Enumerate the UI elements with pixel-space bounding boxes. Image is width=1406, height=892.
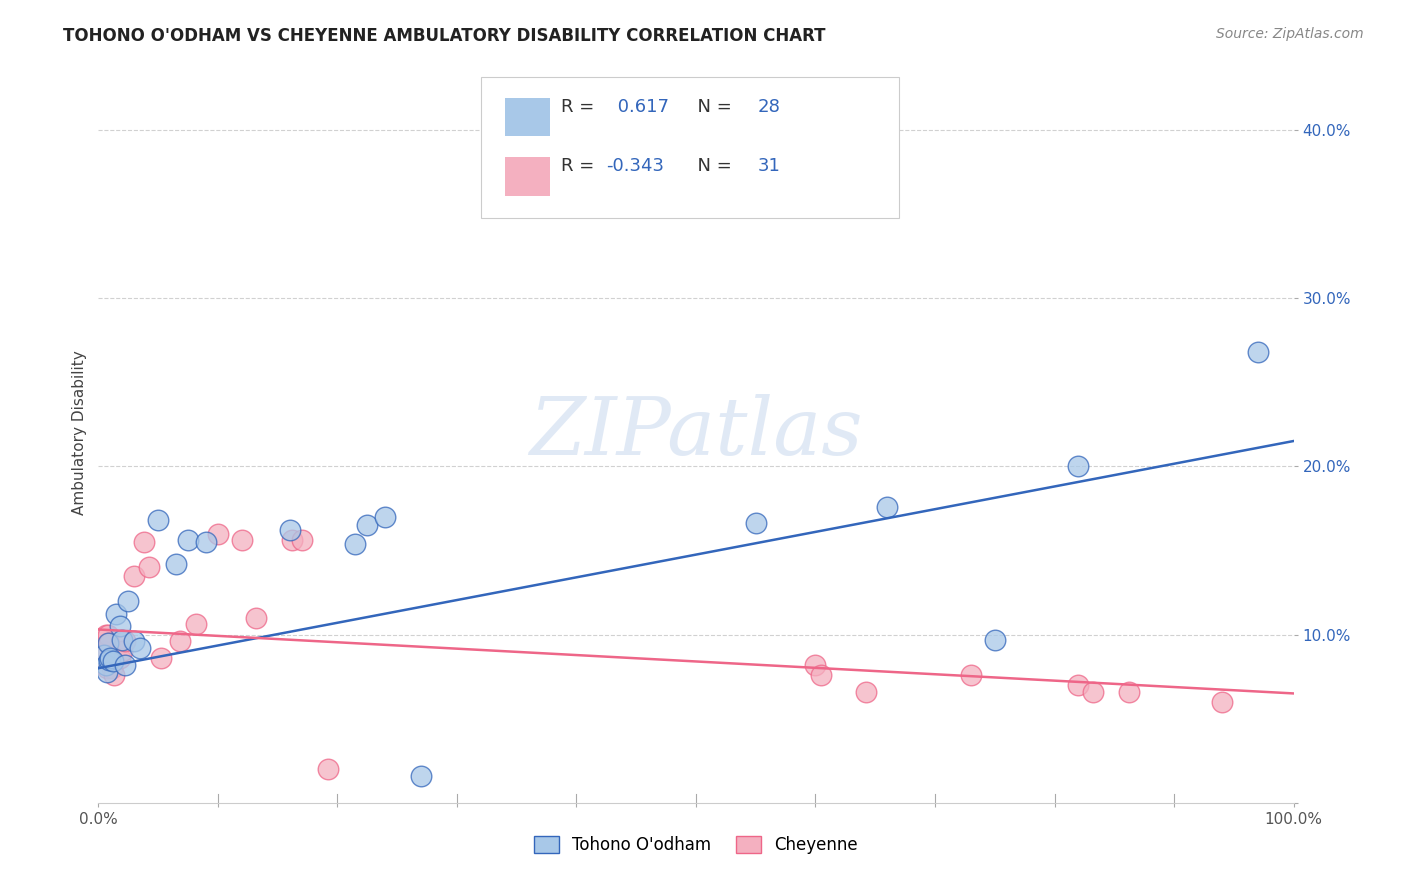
Point [94, 627, 117, 641]
Point [97, 636, 120, 650]
Point [98, 653, 122, 667]
Text: -0.343: -0.343 [606, 157, 665, 175]
Point [117, 594, 139, 608]
Point [1067, 678, 1090, 692]
FancyBboxPatch shape [505, 157, 550, 195]
Point [804, 657, 827, 672]
Point [101, 655, 124, 669]
Text: TOHONO O'ODHAM VS CHEYENNE AMBULATORY DISABILITY CORRELATION CHART: TOHONO O'ODHAM VS CHEYENNE AMBULATORY DI… [63, 27, 825, 45]
Point [165, 557, 187, 571]
Point [132, 535, 155, 549]
Point [124, 634, 146, 648]
Text: 31: 31 [758, 157, 780, 175]
Point [108, 651, 131, 665]
Text: ZIPatlas: ZIPatlas [529, 394, 863, 471]
Point [1211, 695, 1233, 709]
Point [149, 651, 172, 665]
Point [98, 636, 121, 650]
Point [138, 560, 160, 574]
Point [278, 523, 301, 537]
Point [876, 500, 898, 514]
Point [281, 533, 304, 548]
Point [94, 657, 117, 672]
Point [100, 661, 122, 675]
Point [105, 607, 128, 622]
Point [1081, 685, 1104, 699]
Point [195, 535, 218, 549]
Text: N =: N = [686, 157, 738, 175]
Point [1247, 344, 1270, 359]
Point [97, 627, 120, 641]
Point [103, 668, 125, 682]
Y-axis label: Ambulatory Disability: Ambulatory Disability [72, 351, 87, 515]
Point [745, 516, 768, 531]
Point [245, 610, 267, 624]
Point [316, 762, 339, 776]
FancyBboxPatch shape [481, 78, 900, 218]
Point [344, 536, 367, 550]
Legend: Tohono O'odham, Cheyenne: Tohono O'odham, Cheyenne [527, 830, 865, 861]
Point [207, 526, 229, 541]
Text: 0.617: 0.617 [613, 98, 669, 116]
Point [411, 769, 433, 783]
Point [960, 668, 983, 682]
Point [111, 644, 134, 658]
Point [1118, 685, 1140, 699]
Point [98, 651, 122, 665]
Point [177, 533, 200, 548]
Point [855, 685, 877, 699]
Text: Source: ZipAtlas.com: Source: ZipAtlas.com [1216, 27, 1364, 41]
Point [148, 513, 170, 527]
Point [108, 619, 131, 633]
Point [984, 632, 1007, 647]
Point [231, 533, 253, 548]
Point [186, 617, 208, 632]
Text: 28: 28 [758, 98, 780, 116]
Point [810, 668, 832, 682]
Point [93, 644, 115, 658]
Point [96, 665, 118, 679]
Text: R =: R = [561, 157, 600, 175]
Text: N =: N = [686, 98, 738, 116]
Point [93, 648, 115, 662]
Point [98, 653, 121, 667]
Point [356, 518, 378, 533]
Point [291, 533, 314, 548]
Point [111, 632, 134, 647]
FancyBboxPatch shape [505, 98, 550, 136]
Point [1067, 459, 1090, 474]
Point [114, 657, 136, 672]
Point [374, 509, 396, 524]
Point [169, 634, 191, 648]
Point [129, 640, 152, 655]
Point [114, 634, 136, 648]
Text: R =: R = [561, 98, 600, 116]
Point [96, 661, 118, 675]
Point [124, 568, 146, 582]
